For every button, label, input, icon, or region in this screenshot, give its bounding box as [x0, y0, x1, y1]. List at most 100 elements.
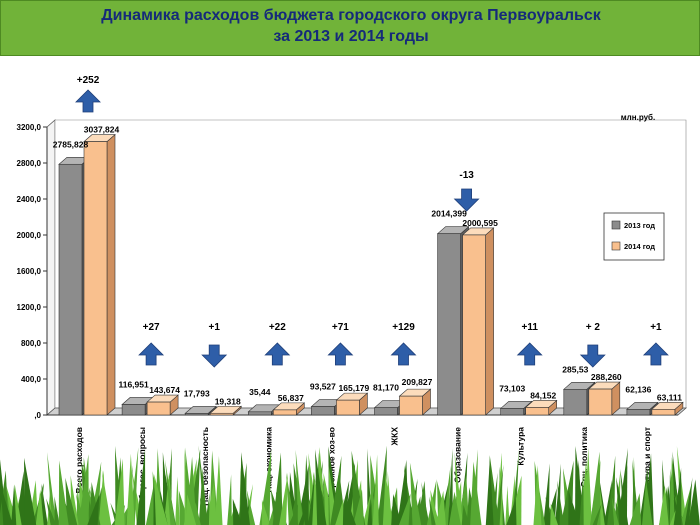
grass-decoration	[0, 445, 700, 525]
data-label-2014: 19,318	[215, 396, 241, 406]
bar-2014-1	[146, 394, 179, 416]
grass-blade	[590, 451, 601, 525]
grass-blade	[391, 494, 402, 525]
grass-blade	[330, 455, 342, 525]
grass-blade	[335, 498, 344, 525]
budget-chart: ,0 400,0 800,0 1200,0 1600,0 2000,0 2400,0 2800…	[17, 75, 688, 516]
change-label: +1	[650, 322, 662, 333]
bar-2014-7-front	[525, 407, 550, 416]
bar-2013-3-front	[248, 411, 272, 416]
bar-2014-8-front	[588, 388, 613, 416]
bar-2014-2-front	[209, 412, 234, 416]
data-label-2013: 17,793	[184, 388, 210, 398]
grass-blade	[11, 484, 17, 525]
title-line-1: Динамика расходов бюджета городского окр…	[101, 7, 601, 24]
data-label-2013: 73,103	[499, 383, 525, 393]
change-arrow-up-icon	[75, 89, 101, 113]
grass-blade	[659, 485, 669, 525]
grass-blade	[178, 490, 190, 525]
data-label-2014: 209,827	[402, 377, 433, 387]
change-label: -13	[459, 170, 474, 181]
change-label: +1	[208, 322, 220, 333]
change-arrow-up-icon	[390, 342, 417, 366]
category-label: Физкультура и спорт	[642, 427, 652, 516]
change-label: +27	[143, 322, 160, 333]
unit-label: млн.руб.	[621, 113, 655, 122]
grass-blade	[0, 484, 13, 525]
grass-blade	[543, 463, 550, 525]
category-label: Образование	[453, 427, 463, 483]
bar-2014-6	[461, 227, 495, 416]
bar-2014-0-side	[106, 133, 116, 416]
bar-2013-6-front	[437, 233, 461, 416]
bar-2014-7	[524, 399, 558, 416]
category-label: Соц. политика	[579, 427, 589, 488]
grass-blade	[443, 465, 451, 525]
grass-blade	[616, 477, 627, 525]
data-label-2014: 288,260	[591, 372, 622, 382]
grass-blade	[495, 452, 503, 525]
bar-2013-7-front	[500, 408, 525, 416]
grass-blade	[684, 477, 693, 525]
grass-blade	[54, 496, 60, 525]
y-tick-label: ,0	[34, 411, 41, 420]
grass-blade	[154, 474, 168, 525]
grass-blade	[24, 457, 37, 525]
grass-blade	[98, 470, 107, 525]
grass-blade	[435, 490, 446, 525]
grass-blade	[505, 485, 510, 525]
bar-2014-2	[209, 405, 242, 416]
bar-2014-5-front	[399, 395, 423, 416]
bar-2013-5-front	[374, 407, 398, 416]
grass-blade	[485, 459, 494, 525]
grass-blade	[344, 496, 356, 525]
grass-blade	[688, 479, 700, 525]
data-label-2014: 165,179	[339, 383, 370, 393]
data-label-2013: 62,136	[625, 384, 651, 394]
grass-blade	[506, 498, 517, 525]
data-label-2014: 63,111	[657, 392, 682, 402]
grass-blade	[533, 465, 542, 525]
legend-label-2013: 2013 год	[624, 221, 655, 230]
grass-blade	[101, 469, 112, 525]
grass-blade	[261, 499, 271, 525]
category-label: Культура	[516, 427, 526, 466]
grass-blade	[204, 492, 210, 525]
grass-blade	[642, 480, 653, 525]
grass-blade	[288, 504, 299, 525]
y-tick-label: 1600,0	[17, 267, 42, 276]
grass-blade	[87, 494, 100, 525]
bar-2014-0-front	[83, 141, 108, 416]
grass-blade	[449, 491, 461, 525]
change-label: +11	[521, 322, 538, 333]
grass-blade	[372, 454, 379, 525]
category-label: Нац. безопасность	[200, 427, 210, 506]
grass-blade	[673, 467, 682, 525]
grass-blade	[398, 493, 411, 525]
data-label-2014: 143,674	[149, 385, 180, 395]
plot-side-wall	[46, 119, 56, 416]
data-label-2013: 93,527	[310, 382, 336, 392]
grass-blade	[362, 491, 371, 525]
grass-blade	[41, 483, 48, 525]
change-arrow-down-icon	[453, 188, 480, 212]
title-banner: Динамика расходов бюджета городского окр…	[0, 0, 700, 56]
bar-2014-8	[588, 381, 621, 416]
y-tick-label: 2400,0	[17, 195, 42, 204]
grass-blade	[198, 467, 208, 525]
grass-blade	[227, 474, 232, 525]
bar-2014-5	[398, 388, 432, 416]
grass-blade	[409, 462, 422, 525]
bar-2014-6-front	[462, 234, 486, 416]
category-label: ЖКХ	[390, 427, 400, 447]
legend-label-2014: 2014 год	[624, 242, 655, 251]
data-label-2013: 35,44	[249, 387, 271, 397]
legend-swatch-2014	[611, 241, 621, 251]
grass-blade	[568, 490, 580, 525]
legend: 2013 год 2014 год	[603, 212, 665, 261]
grass-blade	[165, 459, 176, 525]
y-tick-label: 800,0	[21, 339, 42, 348]
grass-blade	[279, 472, 288, 525]
y-tick-label: 3200,0	[17, 123, 42, 132]
bar-2014-9-front	[651, 409, 676, 416]
